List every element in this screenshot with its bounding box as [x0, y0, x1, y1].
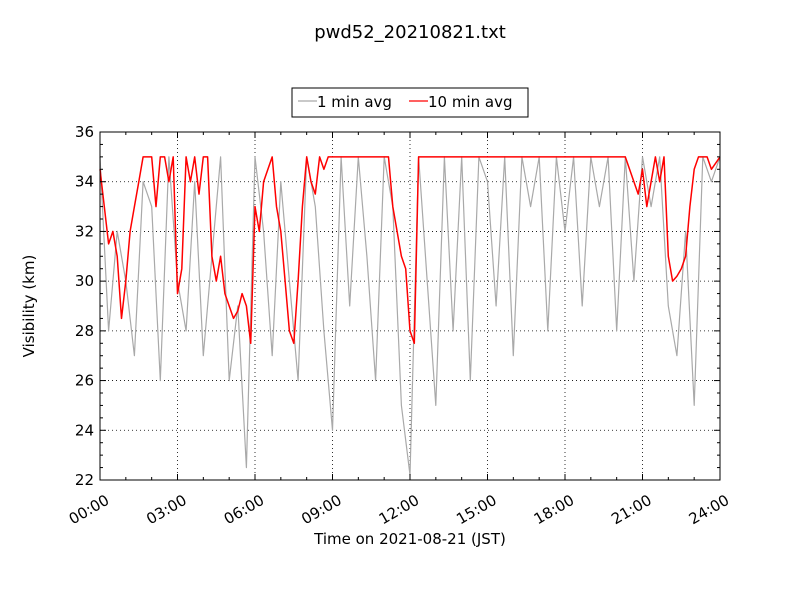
legend-label-1-min-avg: 1 min avg	[317, 93, 392, 111]
y-tick-label: 34	[75, 173, 94, 191]
y-tick-label: 36	[75, 123, 94, 141]
y-tick-label: 26	[75, 372, 94, 390]
y-axis-label: Visibility (km)	[20, 255, 38, 358]
x-tick-label: 06:00	[221, 491, 267, 528]
chart-title: pwd52_20210821.txt	[314, 22, 506, 43]
series-line-10-min-avg	[99, 156, 721, 345]
x-axis-label: Time on 2021-08-21 (JST)	[313, 530, 506, 548]
y-tick-label: 22	[75, 471, 94, 489]
x-tick-label: 12:00	[376, 491, 422, 528]
x-tick-label: 21:00	[608, 491, 654, 528]
y-tick-label: 24	[75, 421, 94, 439]
legend: 1 min avg 10 min avg	[291, 87, 529, 118]
y-tick-label: 30	[75, 272, 94, 290]
x-tick-label: 09:00	[298, 491, 344, 528]
legend-box	[291, 87, 529, 118]
x-tick-label: 15:00	[453, 491, 499, 528]
y-tick-label: 32	[75, 222, 94, 240]
plot-area	[100, 132, 720, 480]
x-tick-label: 00:00	[66, 491, 112, 528]
x-tick-label: 18:00	[531, 491, 577, 528]
legend-label-10-min-avg: 10 min avg	[428, 93, 513, 111]
plot-background	[100, 132, 720, 480]
x-tick-label: 24:00	[686, 491, 732, 528]
x-tick-label: 03:00	[143, 491, 189, 528]
y-tick-label: 28	[75, 322, 94, 340]
